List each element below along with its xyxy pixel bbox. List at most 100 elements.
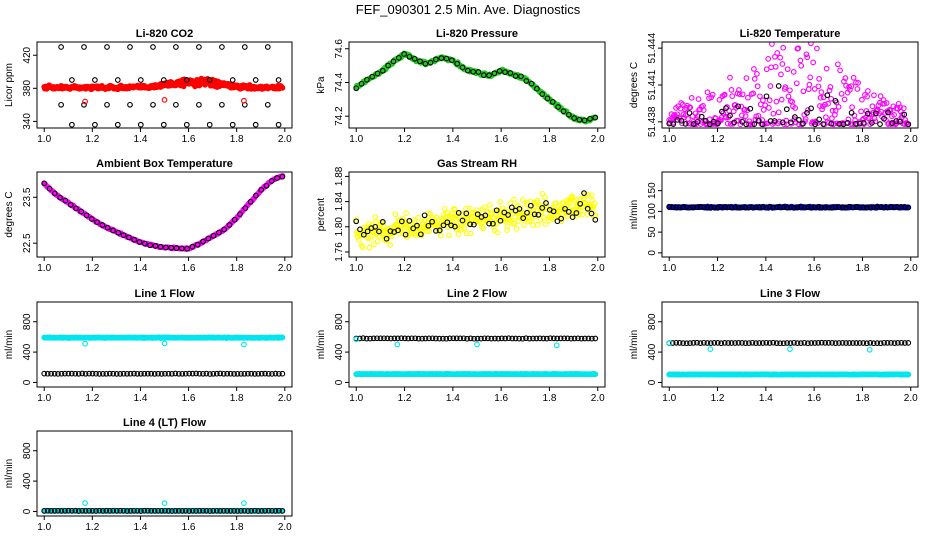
data-point [892,121,899,128]
data-point [505,212,511,218]
panel-title: Sample Flow [756,158,824,170]
data-point [822,340,829,346]
y-tick-label: 0 [22,379,33,385]
panel-title: Line 2 Flow [447,288,507,300]
data-point [585,335,592,342]
data-point [679,120,685,127]
data-point [739,118,746,125]
data-point [725,204,732,211]
data-point [480,72,487,78]
data-point [704,204,711,211]
data-point [138,370,144,377]
data-point [905,121,912,128]
data-point [387,228,394,234]
data-point [803,51,810,58]
data-point [353,336,360,343]
data-point [706,121,713,128]
data-point [454,60,461,67]
data-point [702,118,709,124]
data-point [86,507,92,514]
data-point [86,370,92,377]
data-point [738,103,745,110]
data-point [426,228,433,234]
data-point [856,204,863,211]
plot-frame [348,171,606,258]
data-point [497,199,503,205]
data-point [517,204,524,211]
data-point [812,121,818,128]
data-point [415,214,421,221]
data-point [732,340,738,346]
data-point [724,120,731,127]
data-point [561,335,568,342]
data-point [526,335,533,342]
data-point [81,44,87,50]
data-point [229,77,236,83]
data-point [210,232,217,239]
data-point [422,335,429,342]
data-point [73,205,79,212]
y-tick-label: 74.6 [334,39,345,59]
data-point [138,508,144,514]
data-point [360,335,367,341]
data-point [592,335,599,342]
data-point [666,203,673,210]
data-point [110,370,117,377]
data-point [89,370,96,377]
data-point [162,370,168,377]
data-point [871,115,878,122]
data-point [779,119,786,126]
data-point [542,194,548,201]
data-point [669,340,676,346]
data-point [227,508,234,514]
data-point [509,207,515,214]
data-point [467,221,473,228]
data-point [241,370,248,377]
y-tick-label: 0 [334,379,345,385]
x-tick-label: 1.4 [446,393,460,404]
data-point [497,217,504,224]
data-point [372,219,379,225]
data-point [436,227,443,234]
data-point [901,111,908,118]
data-point [516,335,522,342]
data-point [364,228,371,235]
data-point [756,340,763,346]
data-point [802,116,809,122]
data-point [881,339,887,346]
data-point [75,508,82,514]
data-point [117,371,124,377]
y-tick-label: 74.2 [334,106,345,126]
data-point [126,234,132,241]
data-point [519,335,526,342]
data-point [279,508,286,514]
data-point [743,121,750,128]
data-point [493,207,500,214]
data-point [801,204,808,211]
data-point [395,55,402,61]
data-point [507,70,514,76]
data-point [543,335,550,342]
data-point [829,340,835,346]
data-point [421,212,428,219]
data-point [255,508,262,514]
data-point [898,339,905,346]
data-point [588,192,595,199]
data-point [440,335,446,342]
x-tick-label: 1.2 [711,393,725,404]
data-point [269,507,275,514]
data-point [241,500,247,506]
data-point [832,97,839,104]
data-point [379,67,386,74]
data-point [381,335,387,342]
data-point [768,64,775,71]
x-tick-label: 1.4 [133,522,147,533]
y-axis-label: degrees C [4,191,15,237]
data-point [229,121,236,128]
data-point [279,85,286,91]
data-point [220,508,227,514]
data-point [470,68,476,75]
data-point [264,101,271,108]
data-point [150,44,156,50]
data-point [62,507,68,514]
